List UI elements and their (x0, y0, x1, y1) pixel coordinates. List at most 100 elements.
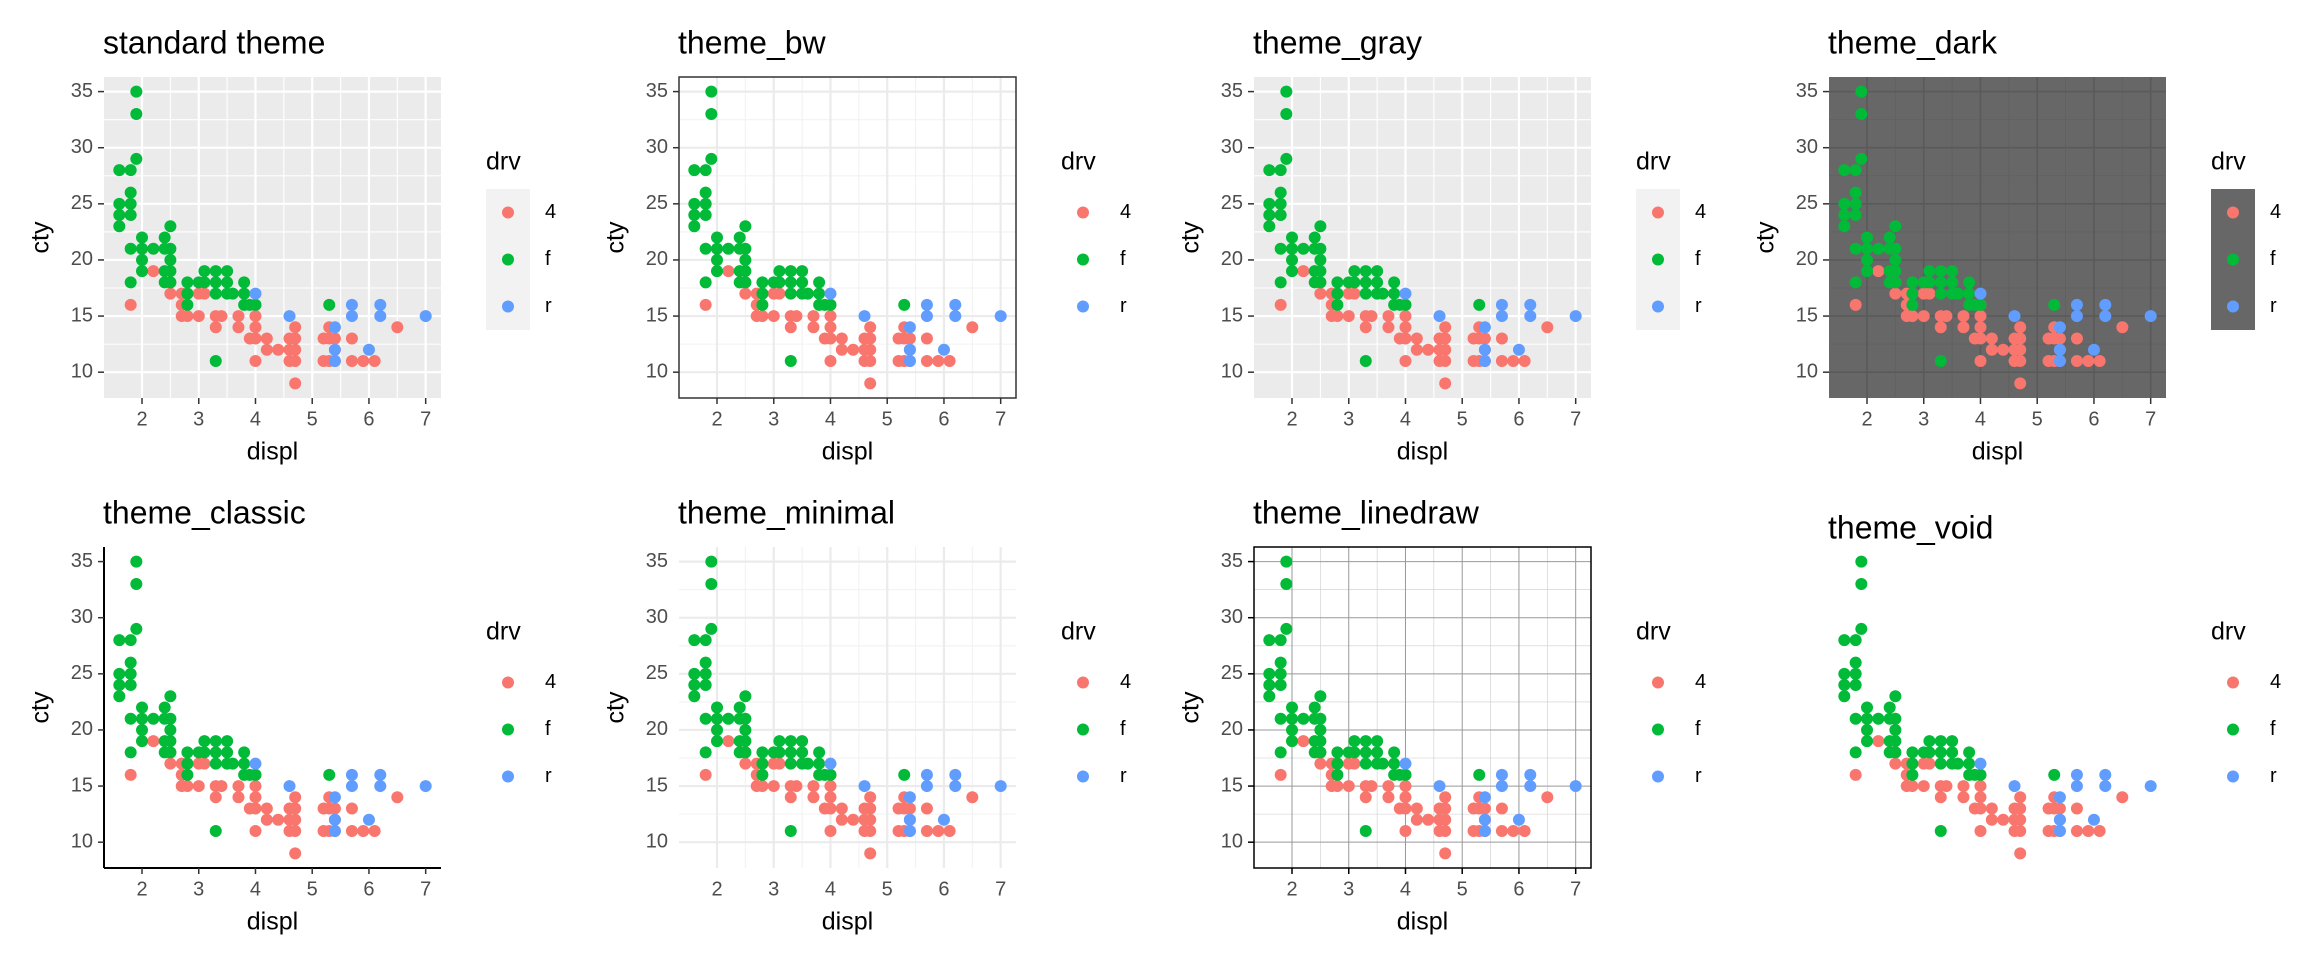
panel: theme_linedraw 2 3 4 5 6 7 10 15 20 25 30 35 displ cty… (1177, 494, 1707, 935)
point (688, 209, 701, 222)
point (1934, 757, 1947, 770)
y-tick-label: 10 (71, 360, 93, 382)
x-tick-label: 3 (193, 408, 204, 430)
point (1348, 265, 1361, 278)
point (705, 108, 718, 121)
point (1359, 746, 1372, 759)
legend-symbol (1077, 723, 1089, 736)
legend-symbol (502, 723, 514, 736)
point (1495, 298, 1508, 311)
point (2093, 354, 2106, 367)
point (289, 321, 302, 334)
point (1495, 310, 1508, 323)
point (784, 265, 797, 278)
point (1348, 735, 1361, 748)
y-tick-label: 20 (71, 248, 93, 270)
point (932, 824, 945, 837)
point (1280, 622, 1293, 635)
point (1359, 757, 1372, 770)
point (289, 354, 302, 367)
point (1314, 690, 1327, 703)
point (1399, 321, 1412, 334)
point (2053, 813, 2066, 826)
point (1923, 287, 1936, 300)
y-tick-label: 10 (646, 830, 668, 852)
legend-title: drv (2211, 618, 2246, 646)
point (1286, 253, 1299, 266)
point (2014, 824, 2027, 837)
point (835, 802, 848, 815)
point (1263, 634, 1276, 647)
point (937, 343, 950, 356)
y-tick-label: 30 (1221, 606, 1243, 628)
legend-symbol (1652, 676, 1664, 689)
point (1849, 656, 1862, 669)
point (1974, 802, 1987, 815)
legend-label: f (2270, 718, 2276, 740)
point (1855, 622, 1868, 635)
point (1399, 757, 1412, 770)
point (289, 791, 302, 804)
panel: theme_minimal 2 3 4 5 6 7 10 15 20 25 30 35 displ cty d… (602, 494, 1132, 935)
legend-label: 4 (1120, 671, 1131, 693)
point (2014, 377, 2027, 390)
point (124, 242, 137, 255)
point (1861, 265, 1874, 278)
point (232, 780, 245, 793)
point (1473, 298, 1486, 311)
point (1286, 723, 1299, 736)
point (289, 377, 302, 390)
panel-title: standard theme (103, 24, 325, 60)
point (705, 622, 718, 635)
point (790, 780, 803, 793)
point (824, 298, 837, 311)
point (898, 298, 911, 311)
point (238, 276, 251, 289)
point (903, 824, 916, 837)
point (1439, 343, 1452, 356)
y-tick-label: 15 (71, 774, 93, 796)
y-tick-label: 10 (646, 360, 668, 382)
point (784, 735, 797, 748)
point (323, 298, 336, 311)
panel-title: theme_void (1828, 509, 1993, 545)
point (221, 735, 234, 748)
legend-symbol (2227, 723, 2239, 736)
point (1569, 310, 1582, 323)
point (903, 343, 916, 356)
point (1985, 332, 1998, 345)
y-tick-label: 35 (646, 80, 668, 102)
y-tick-label: 30 (1221, 136, 1243, 158)
point (739, 265, 752, 278)
y-tick-label: 20 (71, 718, 93, 740)
point (1934, 791, 1947, 804)
panel-title: theme_gray (1253, 24, 1422, 60)
point (2082, 824, 2095, 837)
point (1274, 634, 1287, 647)
point (1331, 746, 1344, 759)
point (1371, 746, 1384, 759)
point (1906, 298, 1919, 311)
point (113, 209, 126, 222)
point (824, 310, 837, 323)
point (2014, 802, 2027, 815)
point (688, 690, 701, 703)
point (198, 287, 211, 300)
panel: theme_bw 2 3 4 5 6 7 10 15 20 25 30 35 displ cty drv 4 f r (602, 24, 1132, 465)
point (1872, 265, 1885, 278)
legend-symbol (2227, 253, 2239, 266)
point (209, 265, 222, 278)
point (711, 701, 724, 714)
point (2048, 768, 2061, 781)
point (2014, 791, 2027, 804)
point (345, 354, 358, 367)
point (289, 847, 302, 860)
point (1974, 287, 1987, 300)
point (2014, 332, 2027, 345)
x-tick-label: 2 (711, 878, 722, 900)
point (1280, 85, 1293, 98)
point (1478, 343, 1491, 356)
point (1974, 780, 1987, 793)
point (391, 321, 404, 334)
point (824, 757, 837, 770)
